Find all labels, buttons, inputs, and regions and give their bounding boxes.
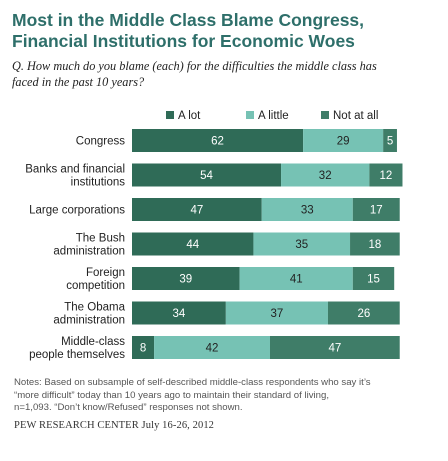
chart-notes: Notes: Based on subsample of self-descri… [14,377,371,413]
bar-value-3-2: 18 [368,239,381,251]
survey-question: Q. How much do you blame (each) for the … [12,59,377,89]
bar-value-2-0: 47 [190,205,203,217]
category-label-4-0: Foreign [86,267,125,279]
category-label-6-0: Middle-class [61,336,125,348]
bar-value-5-2: 26 [357,308,370,320]
bar-1-1 [281,163,370,187]
bar-value-3-1: 35 [295,239,308,251]
bar-value-0-2: 5 [387,136,393,148]
bar-6-2 [270,336,400,359]
bar-value-4-1: 41 [290,274,303,286]
bar-5-0 [132,301,226,325]
bar-value-2-1: 33 [301,205,314,217]
bar-value-3-0: 44 [186,239,199,251]
source-line: PEW RESEARCH CENTER July 16-26, 2012 [14,420,214,431]
category-label-3-1: administration [53,246,125,258]
bar-value-5-0: 34 [173,308,186,320]
bar-6-1 [154,336,270,359]
chart-title: Most in the Middle Class Blame Congress,… [12,10,365,51]
legend-label-1: A little [258,110,289,122]
bar-value-1-0: 54 [200,170,213,182]
bar-4-0 [132,267,240,290]
bar-value-4-0: 39 [179,274,192,286]
category-label-2-0: Large corporations [29,205,125,217]
category-label-6-1: people themselves [29,349,125,361]
bar-value-2-2: 17 [370,205,383,217]
category-label-4-1: competition [66,280,125,292]
legend-swatch-1 [246,111,254,119]
category-label-5-0: The Obama [64,302,125,314]
bar-value-6-0: 8 [140,343,146,355]
bar-3-1 [253,232,351,256]
bar-4-2 [352,267,395,290]
bar-1-0 [132,163,282,187]
category-label-0-0: Congress [76,136,125,148]
bar-1-2 [369,163,403,187]
bar-5-2 [327,301,400,325]
source-date: July 16-26, 2012 [141,420,215,431]
bar-0-2 [383,129,397,152]
bar-6-0 [132,336,155,359]
bar-2-2 [352,198,400,221]
bar-value-1-2: 12 [380,170,393,182]
legend-label-0: A lot [178,110,201,122]
bar-value-6-2: 47 [328,343,341,355]
bar-value-0-1: 29 [337,136,350,148]
category-label-3-0: The Bush [76,233,125,245]
bar-2-0 [132,198,262,221]
legend-label-2: Not at all [333,110,378,122]
legend-swatch-0 [166,111,174,119]
source-org: PEW RESEARCH CENTER [14,420,139,431]
bar-5-1 [225,301,328,325]
category-label-1-0: Banks and financial [25,164,125,176]
bar-0-0 [132,129,304,152]
bar-2-1 [261,198,353,221]
bar-value-1-1: 32 [319,170,332,182]
bar-3-2 [350,232,400,256]
category-label-5-1: administration [53,315,125,327]
legend-swatch-2 [321,111,329,119]
bar-value-5-1: 37 [271,308,284,320]
category-label-1-1: institutions [71,177,126,189]
bar-4-1 [239,267,353,290]
bar-3-0 [132,232,254,256]
bar-0-1 [303,129,384,152]
stacked-bar-chart: A lot A little Not at all Congress 62 29 5 Bank… [25,110,403,361]
bar-value-0-0: 62 [211,136,224,148]
bar-value-6-1: 42 [206,343,219,355]
bar-value-4-2: 15 [367,274,380,286]
